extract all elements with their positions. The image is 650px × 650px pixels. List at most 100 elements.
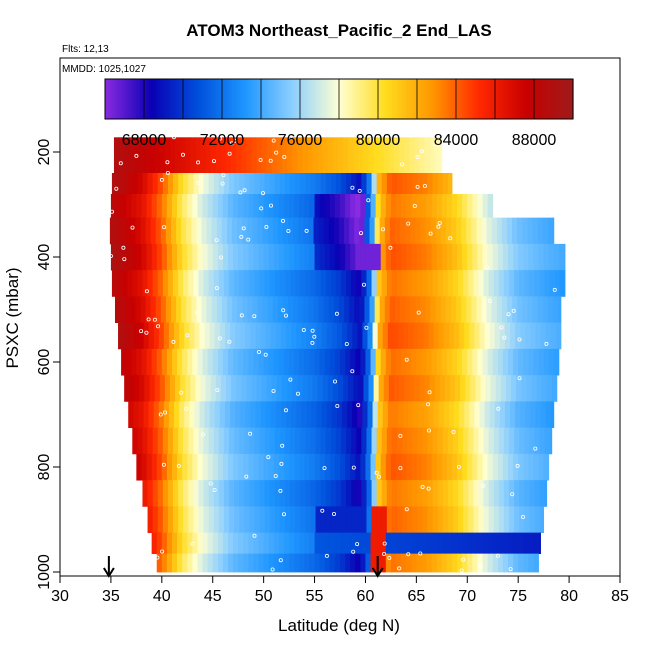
heatmap-cell: [493, 480, 500, 507]
colorbar-swatch: [315, 79, 319, 119]
heatmap-cell: [464, 401, 470, 429]
heatmap-cell: [385, 194, 392, 219]
heatmap-cell: [355, 194, 361, 219]
heatmap-cell: [338, 217, 345, 245]
colorbar-swatch: [163, 79, 167, 119]
sample-point: [227, 151, 232, 156]
heatmap-cell: [185, 152, 191, 174]
heatmap-cell: [405, 217, 411, 245]
heatmap-cell: [289, 532, 295, 555]
heatmap-cell: [447, 270, 454, 297]
heatmap-cell: [345, 194, 351, 219]
heatmap-cell: [136, 348, 142, 376]
colorbar-swatch: [514, 79, 518, 119]
colorbar-swatch: [524, 79, 527, 119]
heatmap-cell: [269, 270, 276, 297]
heatmap-cell: [531, 375, 537, 402]
heatmap-cell: [539, 506, 545, 534]
heatmap-cell: [548, 348, 555, 376]
heatmap-cell: [471, 217, 477, 245]
heatmap-cell: [374, 296, 381, 324]
heatmap-cell: [147, 270, 154, 297]
heatmap-cell: [310, 270, 316, 297]
heatmap-cell: [251, 152, 257, 174]
colorbar-swatch: [290, 79, 293, 119]
heatmap-cell: [518, 453, 524, 481]
heatmap-cell: [524, 427, 530, 455]
heatmap-cell: [290, 173, 296, 195]
heatmap-cell: [427, 427, 434, 455]
heatmap-cell: [550, 322, 557, 350]
heatmap-cell: [304, 553, 310, 573]
heatmap-cell: [167, 480, 174, 507]
heatmap-cell: [223, 270, 230, 297]
sample-point: [382, 552, 387, 557]
heatmap-cell: [392, 401, 399, 429]
colorbar-swatch: [233, 79, 237, 119]
heatmap-cell: [417, 480, 423, 507]
colorbar-swatch: [105, 79, 108, 119]
heatmap-cell: [375, 348, 382, 376]
heatmap-cell: [514, 480, 520, 507]
heatmap-cell: [530, 322, 536, 350]
heatmap-cell: [170, 296, 177, 324]
heatmap-cell: [276, 137, 283, 153]
heatmap-cell: [396, 194, 402, 219]
heatmap-cell: [472, 453, 478, 481]
sample-point: [335, 403, 340, 408]
sample-point: [279, 461, 284, 466]
sample-point: [388, 245, 393, 250]
heatmap-cell: [304, 532, 310, 555]
heatmap-cell: [127, 270, 133, 297]
heatmap-cell: [195, 137, 201, 153]
heatmap-cell: [252, 296, 258, 324]
heatmap-cell: [482, 348, 489, 376]
heatmap-cell: [388, 137, 395, 153]
heatmap-cell: [243, 243, 249, 271]
heatmap-cell: [179, 401, 185, 429]
heatmap-cell: [373, 375, 380, 402]
heatmap-cell: [246, 137, 252, 153]
heatmap-cell: [289, 243, 295, 271]
heatmap-cell: [424, 137, 430, 153]
heatmap-cell: [117, 173, 123, 195]
heatmap-cell: [512, 217, 518, 245]
heatmap-cell: [362, 322, 368, 350]
heatmap-cell: [145, 296, 152, 324]
heatmap-cell: [545, 322, 552, 350]
heatmap-cell: [558, 243, 565, 271]
heatmap-cell: [521, 375, 527, 402]
heatmap-cell: [300, 173, 306, 195]
heatmap-cell: [110, 243, 117, 271]
heatmap-cell: [340, 194, 346, 219]
heatmap-cell: [173, 427, 179, 455]
heatmap-cell: [513, 348, 519, 376]
heatmap-cell: [407, 427, 413, 455]
heatmap-cell: [350, 243, 356, 271]
heatmap-cell: [431, 348, 438, 376]
heatmap-cell: [233, 453, 239, 481]
heatmap-cell: [204, 401, 211, 429]
heatmap-cell: [401, 243, 407, 271]
heatmap-cell: [446, 532, 453, 555]
heatmap-cell: [207, 348, 214, 376]
heatmap-cell: [397, 427, 403, 455]
heatmap-cell: [208, 173, 215, 195]
heatmap-cell: [436, 243, 443, 271]
heatmap-cell: [202, 453, 209, 481]
heatmap-cell: [275, 322, 282, 350]
heatmap-cell: [382, 401, 389, 429]
heatmap-cell: [161, 194, 168, 219]
heatmap-cell: [260, 401, 267, 429]
heatmap-cell: [124, 152, 130, 174]
colorbar-swatch: [126, 79, 129, 119]
colorbar-swatch: [317, 79, 321, 119]
colorbar-swatch: [167, 79, 170, 119]
heatmap-cell: [421, 194, 427, 219]
heatmap-cell: [268, 453, 275, 481]
heatmap-cell: [373, 137, 380, 153]
heatmap-cell: [502, 553, 509, 573]
colorbar-swatch: [124, 79, 128, 119]
heatmap-cell: [308, 217, 314, 245]
heatmap-cell: [193, 480, 199, 507]
